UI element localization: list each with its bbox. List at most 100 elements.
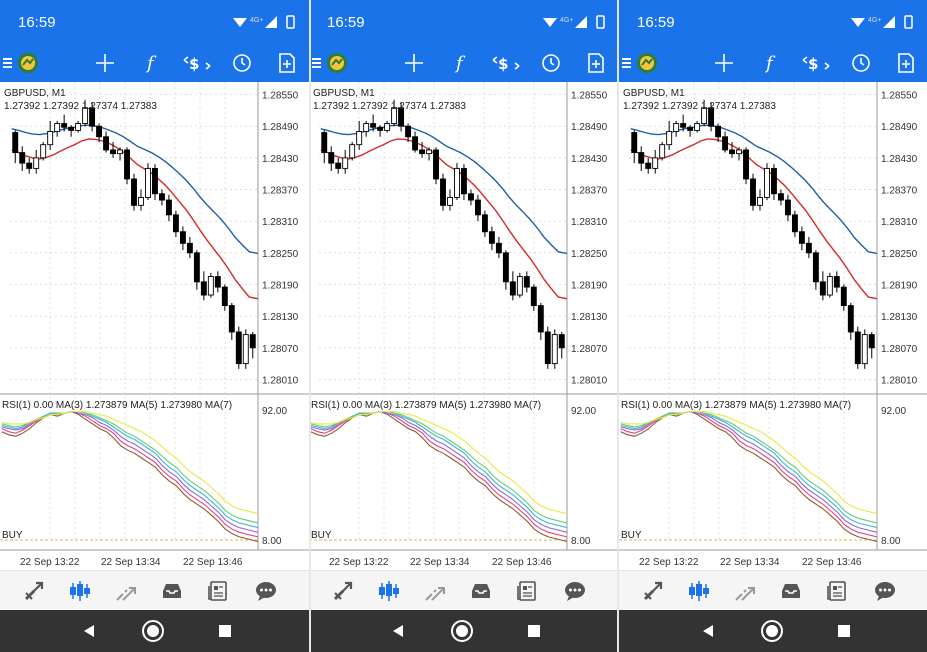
chart-icon[interactable] <box>60 571 100 611</box>
trade-icon[interactable] <box>725 571 765 611</box>
candle-body <box>221 286 228 307</box>
home-button[interactable] <box>757 610 787 652</box>
chart-toolbar: f $ <box>619 44 927 82</box>
app-logo-icon[interactable] <box>14 44 42 82</box>
crosshair-icon[interactable] <box>87 44 123 82</box>
candle <box>488 226 495 251</box>
home-button[interactable] <box>447 610 477 652</box>
candle-body <box>249 334 256 349</box>
candlestick-chart[interactable]: 1.28550 1.28490 1.28430 1.28370 1.28310 1.282… <box>309 82 619 568</box>
candle-body <box>847 305 854 333</box>
back-button[interactable] <box>74 610 104 652</box>
chart-icon[interactable] <box>369 571 409 611</box>
app-logo-icon[interactable] <box>323 44 351 82</box>
clock-icon[interactable] <box>843 44 879 82</box>
svg-text:f: f <box>145 53 157 73</box>
candle <box>447 189 453 211</box>
recents-button[interactable] <box>829 610 859 652</box>
clock-icon[interactable] <box>224 44 260 82</box>
history-icon[interactable] <box>461 571 501 611</box>
indicators-icon[interactable]: f <box>138 44 168 82</box>
rsi-ma-line <box>1 410 259 515</box>
history-icon[interactable] <box>152 571 192 611</box>
status-icons: 4G+ <box>229 14 299 30</box>
candle-body <box>96 125 103 138</box>
candlestick-chart[interactable]: 1.28550 1.28490 1.28430 1.28370 1.28310 1.282… <box>619 82 927 568</box>
status-time: 16:59 <box>18 14 56 31</box>
signal-icon <box>883 16 895 28</box>
candle-body <box>138 196 144 206</box>
candle-body <box>708 107 715 127</box>
candle-body <box>363 123 370 132</box>
candle <box>729 142 735 158</box>
candle <box>82 99 89 127</box>
chart-area[interactable]: 1.28550 1.28490 1.28430 1.28370 1.28310 1.282… <box>0 82 309 568</box>
candle <box>474 194 481 222</box>
phone-screen: 16:59 4G+ f $1.28550 1.28490 1.28430 1.28370 1.… <box>619 0 927 652</box>
price-tick-label: 1.28430 <box>881 154 918 165</box>
bottom-navigation <box>309 570 619 610</box>
recents-button[interactable] <box>519 610 549 652</box>
candle-body <box>328 152 335 164</box>
crosshair-icon[interactable] <box>396 44 432 82</box>
candle-body <box>537 305 544 333</box>
news-icon[interactable] <box>198 571 238 611</box>
candle <box>384 120 391 133</box>
new-order-icon[interactable] <box>889 44 923 82</box>
rsi-ma-line <box>310 410 568 543</box>
chart-area[interactable]: 1.28550 1.28490 1.28430 1.28370 1.28310 1.282… <box>619 82 927 568</box>
candle <box>840 284 847 311</box>
history-icon[interactable] <box>771 571 811 611</box>
chart-icon[interactable] <box>679 571 719 611</box>
candle <box>138 189 144 211</box>
price-tick-label: 1.28550 <box>262 91 299 102</box>
dollar-arrows-icon[interactable]: $ <box>178 44 216 82</box>
recents-button[interactable] <box>210 610 240 652</box>
wifi-icon <box>233 18 247 27</box>
candle <box>412 131 419 153</box>
candle-body <box>75 123 82 131</box>
price-tick-label: 1.28310 <box>571 217 608 228</box>
svg-text:f: f <box>764 53 776 73</box>
back-button[interactable] <box>383 610 413 652</box>
rsi-ma-line <box>620 410 878 515</box>
symbol-label: GBPUSD, M1 <box>623 88 685 99</box>
quotes-icon[interactable] <box>323 571 363 611</box>
indicators-icon[interactable]: f <box>447 44 477 82</box>
new-order-icon[interactable] <box>270 44 304 82</box>
news-icon[interactable] <box>817 571 857 611</box>
candle-body <box>419 149 425 155</box>
news-icon[interactable] <box>507 571 547 611</box>
home-icon <box>142 620 164 642</box>
menu-icon[interactable] <box>621 44 633 82</box>
menu-icon[interactable] <box>311 44 323 82</box>
dollar-arrows-icon[interactable]: $ <box>487 44 525 82</box>
back-button[interactable] <box>693 610 723 652</box>
candle <box>701 99 708 127</box>
chat-icon[interactable] <box>555 571 595 611</box>
quotes-icon[interactable] <box>14 571 54 611</box>
time-tick-label: 22 Sep 13:34 <box>410 557 470 568</box>
candle <box>743 147 749 185</box>
candle <box>495 237 502 259</box>
bottom-navigation <box>0 570 309 610</box>
home-button[interactable] <box>138 610 168 652</box>
price-tick-label: 1.28370 <box>881 186 918 197</box>
clock-icon[interactable] <box>533 44 569 82</box>
new-order-icon[interactable] <box>579 44 613 82</box>
candle <box>370 114 377 132</box>
trade-icon[interactable] <box>106 571 146 611</box>
crosshair-icon[interactable] <box>706 44 742 82</box>
candle <box>509 271 516 301</box>
chat-icon[interactable] <box>865 571 905 611</box>
candlestick-chart[interactable]: 1.28550 1.28490 1.28430 1.28370 1.28310 1.282… <box>0 82 309 568</box>
quotes-icon[interactable] <box>633 571 673 611</box>
indicators-icon[interactable]: f <box>757 44 787 82</box>
chat-icon[interactable] <box>246 571 286 611</box>
app-logo-icon[interactable] <box>633 44 661 82</box>
candle-body <box>54 123 61 132</box>
chart-area[interactable]: 1.28550 1.28490 1.28430 1.28370 1.28310 1.282… <box>309 82 619 568</box>
trade-icon[interactable] <box>415 571 455 611</box>
menu-icon[interactable] <box>2 44 14 82</box>
dollar-arrows-icon[interactable]: $ <box>797 44 835 82</box>
